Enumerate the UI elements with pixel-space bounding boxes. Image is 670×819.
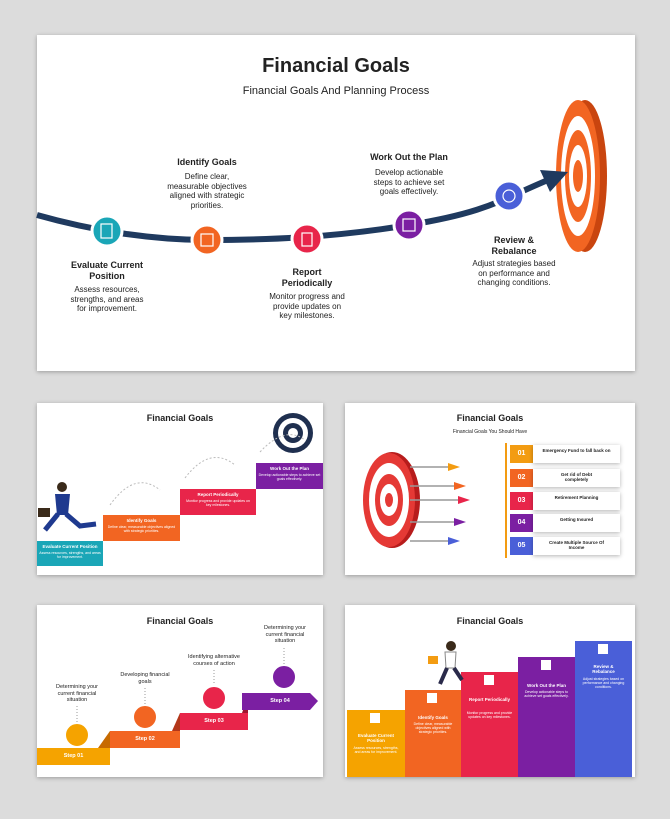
step-text: Monitor progress and provide updates on …: [269, 292, 345, 321]
step-title: Identify Goals: [418, 715, 448, 720]
step-text: Determining your current financial situa…: [56, 684, 98, 704]
step-title: Work Out the Plan: [270, 466, 309, 471]
step-title: Step 04: [270, 698, 290, 704]
step-text: Develop actionable steps to achieve set …: [373, 168, 445, 197]
step-text: Adjust strategies based on performance a…: [472, 259, 556, 288]
step-text: Define clear, measurable objectives alig…: [107, 525, 176, 534]
slide-subtitle: Financial Goals And Planning Process: [242, 85, 430, 97]
step-text: Adjust strategies based on performance a…: [582, 677, 625, 690]
slide-title: Financial Goals: [456, 616, 524, 626]
item-label: Getting Insured: [559, 517, 594, 522]
step-text: Identifying alternative courses of actio…: [188, 654, 240, 667]
slide-title: Financial Goals: [456, 413, 524, 423]
item-number: 04: [517, 519, 526, 526]
step-text: Assess resources, strengths, and areas f…: [353, 746, 399, 755]
item-number: 05: [517, 542, 526, 549]
step-text: Monitor progress and provide updates on …: [466, 711, 513, 720]
step-text: Determining your current financial situa…: [264, 625, 306, 645]
item-number: 01: [517, 450, 526, 457]
slide-subtitle: Financial Goals You Should Have: [452, 429, 528, 435]
item-label: Get rid of Debt completely: [560, 472, 593, 483]
step-text: Assess resources, strengths, and areas f…: [70, 285, 144, 314]
step-title: Review & Rebalance: [592, 664, 615, 675]
step-title: Step 02: [135, 736, 155, 742]
step-title: Report Periodically: [468, 697, 510, 702]
slide-title: Financial Goals: [146, 413, 214, 423]
step-text: Develop actionable steps to achieve set …: [258, 473, 321, 482]
slide-title: Financial Goals: [262, 55, 410, 77]
slide-title: Financial Goals: [146, 616, 214, 626]
item-label: Emergency Fund to fall back on: [542, 448, 611, 453]
step-title: Report Periodically: [197, 492, 239, 497]
step-text: Define clear, measurable objectives alig…: [167, 172, 247, 210]
step-text: Develop actionable steps to achieve set …: [524, 690, 569, 699]
step-title: Report Periodically: [281, 267, 333, 288]
step-title: Step 03: [204, 718, 224, 724]
step-text: Define clear, measurable objectives alig…: [413, 722, 453, 735]
item-label: Retirement Planning: [554, 495, 599, 500]
step-text: Developing financial goals: [120, 672, 170, 685]
step-title: Identify Goals: [177, 157, 237, 167]
step-title: Evaluate Current Position: [357, 733, 394, 744]
step-title: Step 01: [63, 753, 84, 759]
item-number: 02: [517, 474, 526, 481]
step-title: Evaluate Current Position: [42, 544, 98, 549]
item-number: 03: [517, 497, 526, 504]
step-title: Evaluate Current Position: [70, 260, 144, 281]
step-title: Work Out the Plan: [370, 152, 448, 162]
item-label: Create Multiple Source Of Income: [548, 540, 604, 551]
step-text: Monitor progress and provide updates on …: [186, 499, 250, 508]
step-title: Work Out the Plan: [527, 683, 566, 688]
step-title: Identify Goals: [126, 518, 157, 523]
step-title: Review & Rebalance: [491, 235, 537, 256]
step-text: Assess resources, strengths, and areas f…: [39, 551, 101, 560]
